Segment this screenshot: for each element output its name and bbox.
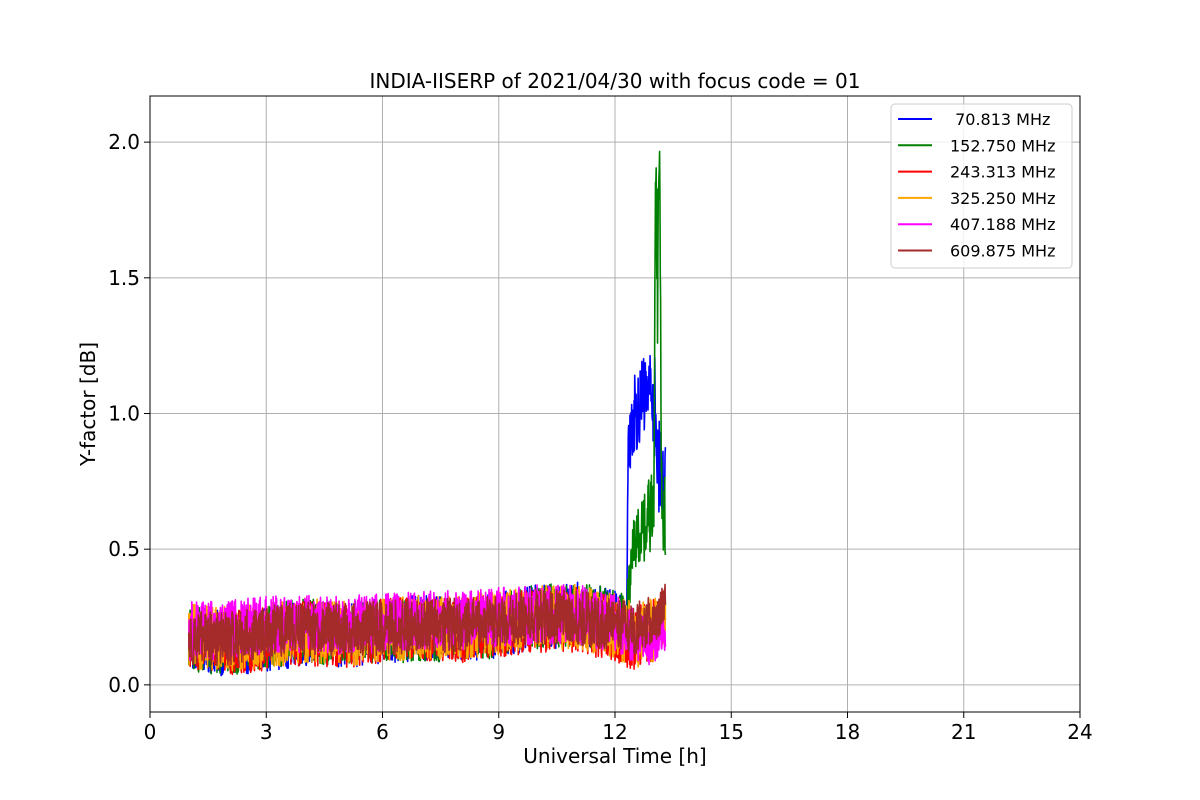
legend-label: 407.188 MHz — [950, 215, 1055, 234]
legend-label: 609.875 MHz — [950, 242, 1055, 261]
x-tick-label: 18 — [835, 720, 860, 744]
y-tick-label: 0.0 — [108, 673, 140, 697]
legend-label: 152.750 MHz — [950, 136, 1055, 155]
x-tick-label: 6 — [376, 720, 389, 744]
legend-entry: 609.875 MHz — [898, 242, 1055, 261]
series-line — [187, 583, 667, 667]
axis-ticks: 0 3 6 9 12 15 18 21 24 0.0 0.5 1.0 1.5 2.0 — [108, 130, 1093, 744]
legend-label: 70.813 MHz — [950, 110, 1050, 129]
legend-box — [890, 103, 1073, 269]
x-tick-label: 15 — [719, 720, 744, 744]
legend-entry: 325.250 MHz — [898, 189, 1055, 208]
y-tick-label: 1.5 — [108, 266, 140, 290]
x-tick-label: 24 — [1067, 720, 1092, 744]
y-tick-label: 1.0 — [108, 401, 140, 425]
legend-entry: 243.313 MHz — [898, 163, 1055, 182]
y-axis-label: Y-factor [dB] — [76, 342, 100, 467]
legend-entry: 152.750 MHz — [898, 136, 1055, 155]
y-tick-label: 0.5 — [108, 537, 140, 561]
y-tick-label: 2.0 — [108, 130, 140, 154]
x-tick-label: 12 — [602, 720, 627, 744]
chart-title: INDIA-IISERP of 2021/04/30 with focus co… — [370, 69, 861, 93]
x-tick-label: 21 — [951, 720, 976, 744]
x-tick-label: 0 — [144, 720, 157, 744]
legend: 70.813 MHz 152.750 MHz 243.313 MHz 325.250 … — [890, 103, 1073, 269]
plot-series — [187, 150, 667, 677]
legend-entry: 407.188 MHz — [898, 215, 1055, 234]
legend-label: 243.313 MHz — [950, 163, 1055, 182]
legend-entry: 70.813 MHz — [898, 110, 1050, 129]
legend-label: 325.250 MHz — [950, 189, 1055, 208]
x-axis-label: Universal Time [h] — [523, 744, 706, 768]
x-tick-label: 9 — [492, 720, 505, 744]
x-tick-label: 3 — [260, 720, 273, 744]
